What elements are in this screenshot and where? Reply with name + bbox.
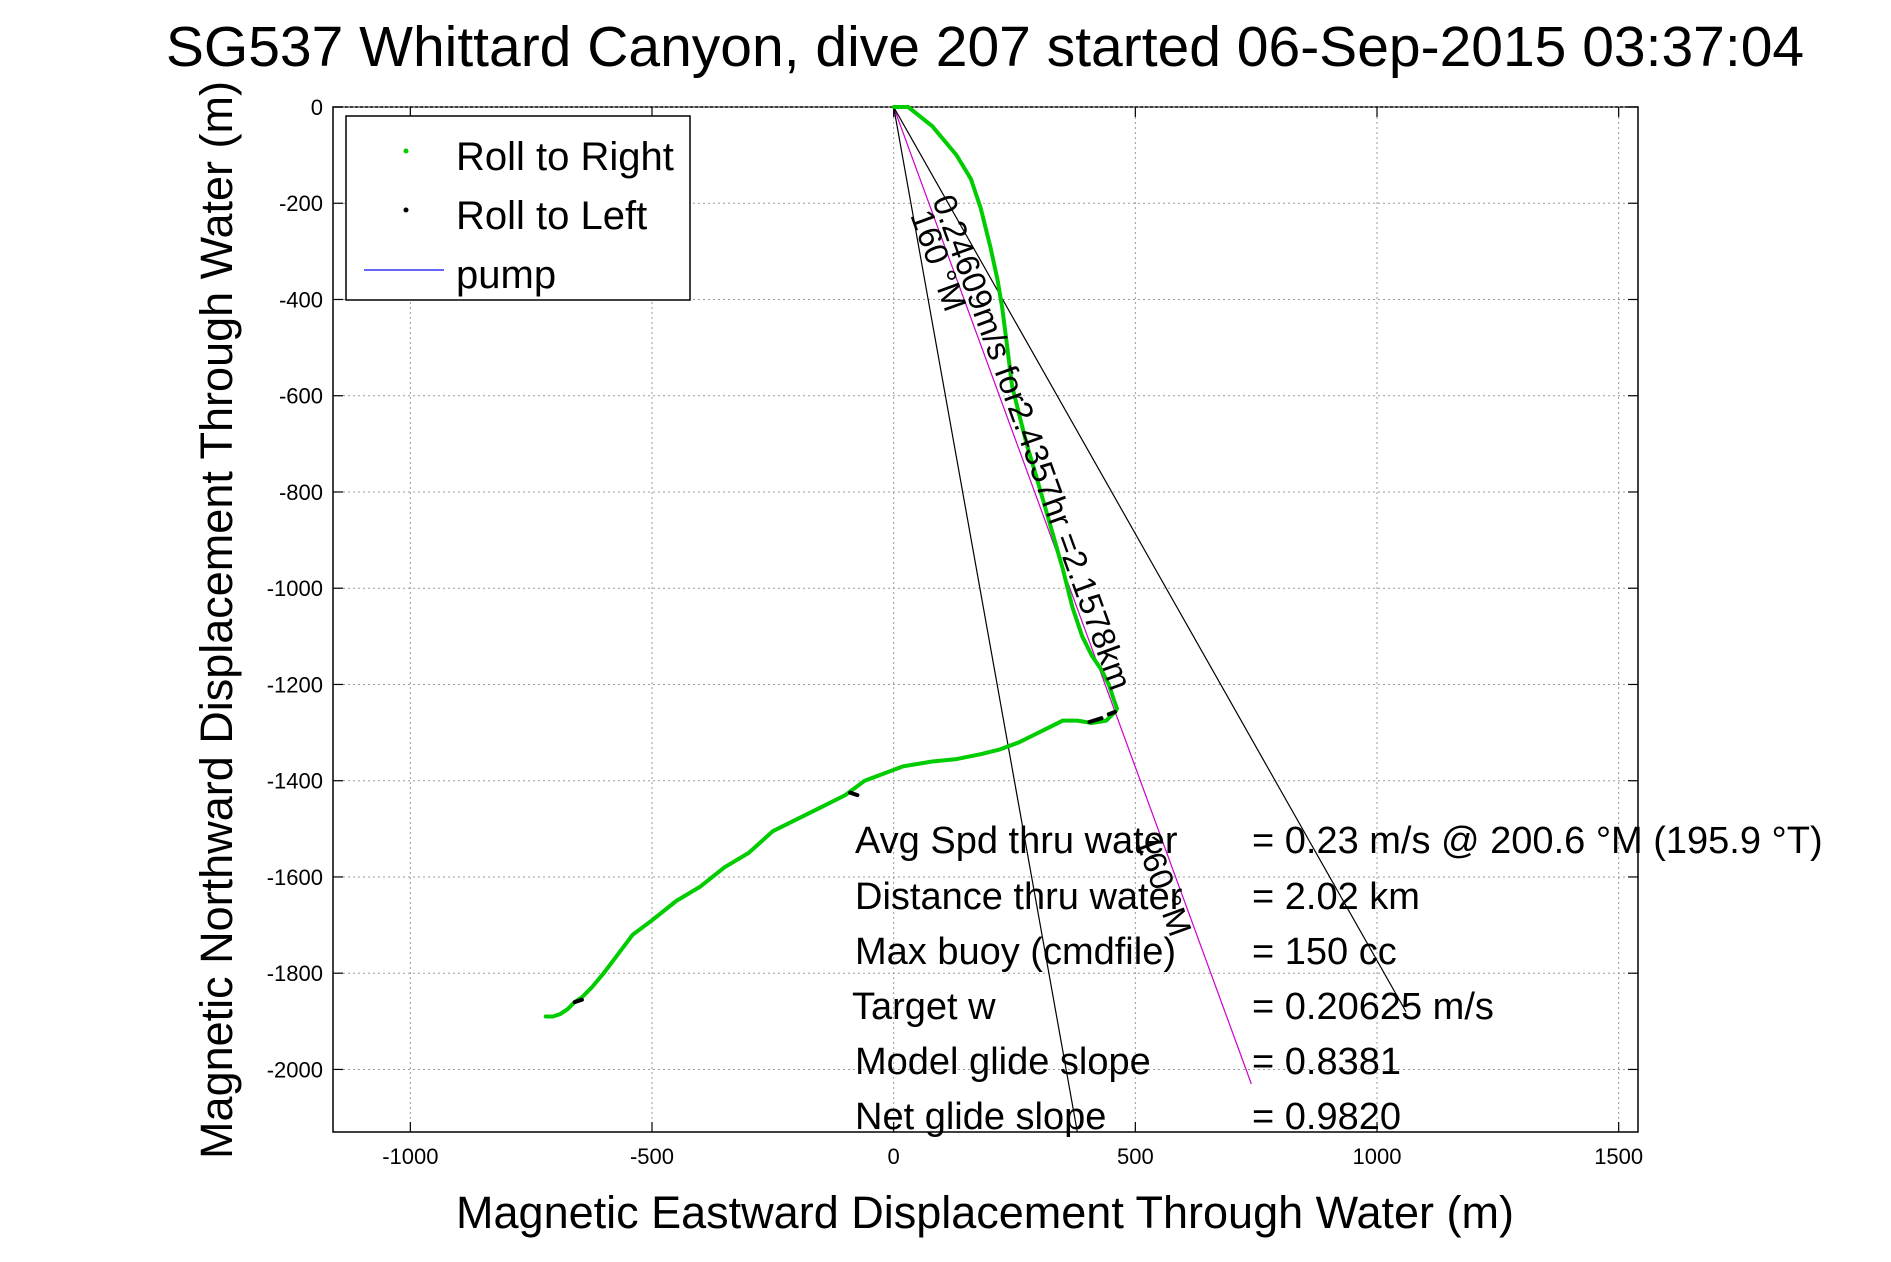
stat-label: Max buoy (cmdfile) — [855, 931, 1176, 973]
legend-marker-roll-left — [403, 207, 409, 213]
reference-line-heading-left — [893, 106, 1078, 1133]
y-tick-label: -400 — [279, 287, 323, 312]
x-ticks: -1000 -500 0 500 1000 1500 — [382, 107, 1643, 1169]
y-tick-label: -2000 — [267, 1057, 323, 1082]
stat-label: Net glide slope — [855, 1096, 1106, 1138]
stat-label: Target w — [852, 986, 996, 1028]
stats-block: Avg Spd thru water = 0.23 m/s @ 200.6 °M… — [852, 820, 1823, 1138]
stat-label: Avg Spd thru water — [855, 820, 1178, 862]
stat-value: = 150 cc — [1252, 931, 1397, 973]
stat-value: = 2.02 km — [1252, 876, 1420, 918]
legend: Roll to Right Roll to Left pump — [345, 115, 691, 301]
y-ticks: 0 -200 -400 -600 -800 -1000 -1200 -1400 -1600 -18… — [267, 95, 1638, 1082]
stat-value: = 0.8381 — [1252, 1041, 1401, 1083]
stat-value: = 0.20625 m/s — [1252, 986, 1494, 1028]
x-tick-label: 1000 — [1353, 1144, 1402, 1169]
stat-label: Model glide slope — [855, 1041, 1151, 1083]
y-tick-label: -600 — [279, 384, 323, 409]
y-tick-label: -1000 — [267, 576, 323, 601]
y-tick-label: -800 — [279, 480, 323, 505]
reference-line-current-vector — [893, 106, 1252, 1085]
legend-marker-roll-right — [403, 148, 409, 154]
x-tick-label: 500 — [1117, 1144, 1154, 1169]
y-tick-label: 0 — [311, 95, 323, 120]
chart-title: SG537 Whittard Canyon, dive 207 started … — [166, 15, 1804, 79]
x-tick-label: 1500 — [1594, 1144, 1643, 1169]
stat-value: = 0.23 m/s @ 200.6 °M (195.9 °T) — [1252, 820, 1823, 862]
series-roll-to-left — [848, 790, 860, 798]
y-tick-label: -1600 — [267, 865, 323, 890]
x-tick-label: -1000 — [382, 1144, 438, 1169]
y-axis-label: Magnetic Northward Displacement Through … — [191, 81, 242, 1159]
series-roll-to-left — [1106, 709, 1117, 717]
reference-lines — [893, 106, 1407, 1133]
series — [543, 105, 1119, 1019]
x-axis-label: Magnetic Eastward Displacement Through W… — [456, 1187, 1514, 1238]
y-tick-label: -200 — [279, 191, 323, 216]
y-tick-label: -1200 — [267, 672, 323, 697]
y-tick-label: -1800 — [267, 961, 323, 986]
x-tick-label: -500 — [630, 1144, 674, 1169]
reference-line-heading-right — [893, 106, 1407, 1012]
stat-label: Distance thru water — [855, 876, 1183, 918]
legend-label-pump: pump — [456, 253, 556, 297]
series-roll-to-left — [1087, 716, 1104, 724]
stat-value: = 0.9820 — [1252, 1096, 1401, 1138]
series-roll-to-left — [572, 997, 584, 1005]
x-tick-label: 0 — [888, 1144, 900, 1169]
legend-label-roll-left: Roll to Left — [456, 194, 647, 238]
series-roll-to-right — [543, 105, 1119, 1019]
y-tick-label: -1400 — [267, 769, 323, 794]
legend-label-roll-right: Roll to Right — [456, 135, 674, 179]
